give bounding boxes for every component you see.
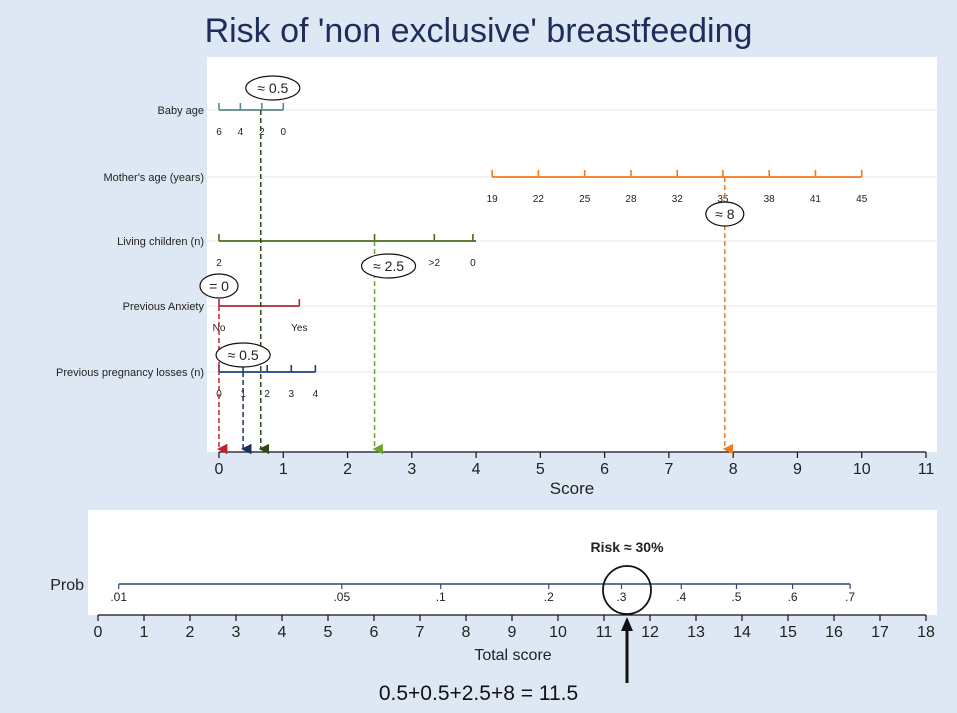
total-score-tick-label: 13: [687, 624, 705, 641]
probability-tick-label: .5: [731, 590, 741, 604]
total-score-tick-label: 10: [549, 624, 567, 641]
total-score-tick-label: 8: [462, 624, 471, 641]
total-score-tick-label: 3: [232, 624, 241, 641]
annotation-text-baby: ≈ 0.5: [257, 80, 288, 96]
total-score-tick-label: 9: [508, 624, 517, 641]
variable-tick-label-mother: 38: [764, 194, 776, 205]
prob-label: Prob: [50, 577, 84, 594]
annotation-text-losses: ≈ 0.5: [228, 347, 259, 363]
total-score-tick-label: 12: [641, 624, 659, 641]
annotation-bubble-mother: [705, 201, 745, 227]
variable-tick-label-mother: 28: [625, 194, 637, 205]
annotation-text-anxiety: = 0: [209, 278, 229, 294]
variable-tick-label-losses: 3: [289, 389, 295, 400]
total-score-tick-label: 6: [370, 624, 379, 641]
probability-tick-label: .2: [544, 590, 554, 604]
variable-tick-label-mother: 25: [579, 194, 591, 205]
score-axis-label: Score: [550, 479, 594, 498]
total-score-tick-label: 17: [871, 624, 889, 641]
variable-tick-label-children: >2: [429, 258, 441, 269]
score-tick-label: 0: [215, 461, 224, 478]
probability-tick-label: .6: [788, 590, 798, 604]
variable-label-children: Living children (n): [117, 236, 204, 248]
variable-label-baby: Baby age: [158, 105, 204, 117]
total-score-tick-label: 15: [779, 624, 797, 641]
chart-title: Risk of 'non exclusive' breastfeeding: [204, 12, 753, 50]
probability-tick-label: .7: [845, 590, 855, 604]
total-score-tick-label: 18: [917, 624, 935, 641]
annotation-bubble-children: [360, 253, 417, 279]
total-score-tick-label: 16: [825, 624, 843, 641]
annotation-bubble-anxiety: [199, 273, 239, 299]
variable-tick-label-anxiety: No: [213, 323, 226, 334]
total-score-tick-label: 2: [186, 624, 195, 641]
score-tick-label: 1: [279, 461, 288, 478]
probability-tick-label: .05: [333, 590, 350, 604]
probability-tick-label: .1: [436, 590, 446, 604]
variable-tick-label-losses: 2: [264, 389, 270, 400]
total-score-axis-label: Total score: [474, 647, 551, 664]
variable-tick-label-mother: 41: [810, 194, 822, 205]
variable-label-mother: Mother's age (years): [103, 172, 204, 184]
score-tick-label: 3: [407, 461, 416, 478]
probability-tick-label: .01: [110, 590, 127, 604]
annotation-text-mother: ≈ 8: [715, 206, 735, 222]
risk-circle: [602, 565, 652, 615]
variable-tick-label-mother: 35: [717, 194, 729, 205]
score-tick-label: 11: [918, 461, 935, 478]
score-tick-label: 4: [472, 461, 481, 478]
score-tick-label: 10: [853, 461, 871, 478]
variable-tick-label-baby: 0: [280, 127, 286, 138]
variable-tick-label-losses: 1: [240, 389, 246, 400]
total-score-tick-label: 0: [94, 624, 103, 641]
annotation-bubble-baby: [245, 75, 301, 101]
total-score-tick-label: 7: [416, 624, 425, 641]
score-tick-label: 2: [343, 461, 352, 478]
total-score-tick-label: 1: [140, 624, 149, 641]
variable-tick-label-anxiety: Yes: [291, 323, 307, 334]
annotation-text-children: ≈ 2.5: [373, 258, 404, 274]
score-tick-label: 8: [729, 461, 738, 478]
score-tick-label: 5: [536, 461, 545, 478]
total-score-tick-label: 5: [324, 624, 333, 641]
variable-tick-label-baby: 6: [216, 127, 222, 138]
total-score-arrowhead: [621, 617, 633, 631]
variable-label-losses: Previous pregnancy losses (n): [56, 367, 204, 379]
total-score-formula: 0.5+0.5+2.5+8 = 11.5: [378, 682, 579, 705]
variable-tick-label-baby: 4: [238, 127, 244, 138]
variable-tick-label-children: 0: [470, 258, 476, 269]
total-score-tick-label: 14: [733, 624, 751, 641]
score-tick-label: 6: [600, 461, 609, 478]
risk-label: Risk ≈ 30%: [590, 539, 664, 555]
variable-tick-label-mother: 22: [533, 194, 545, 205]
variable-tick-label-mother: 32: [672, 194, 684, 205]
plot-panel: [207, 57, 937, 452]
variable-tick-label-mother: 19: [487, 194, 499, 205]
annotation-bubble-losses: [215, 342, 271, 368]
variable-label-anxiety: Previous Anxiety: [123, 301, 205, 313]
total-score-tick-label: 4: [278, 624, 287, 641]
score-tick-label: 7: [664, 461, 673, 478]
variable-tick-label-baby: 2: [259, 127, 265, 138]
probability-tick-label: .4: [676, 590, 686, 604]
variable-tick-label-mother: 45: [856, 194, 868, 205]
score-tick-label: 9: [793, 461, 802, 478]
variable-tick-label-children: 2: [216, 258, 222, 269]
probability-panel: [88, 510, 937, 615]
variable-tick-label-losses: 4: [313, 389, 319, 400]
total-score-tick-label: 11: [596, 624, 613, 641]
probability-tick-label: .3: [616, 590, 626, 604]
